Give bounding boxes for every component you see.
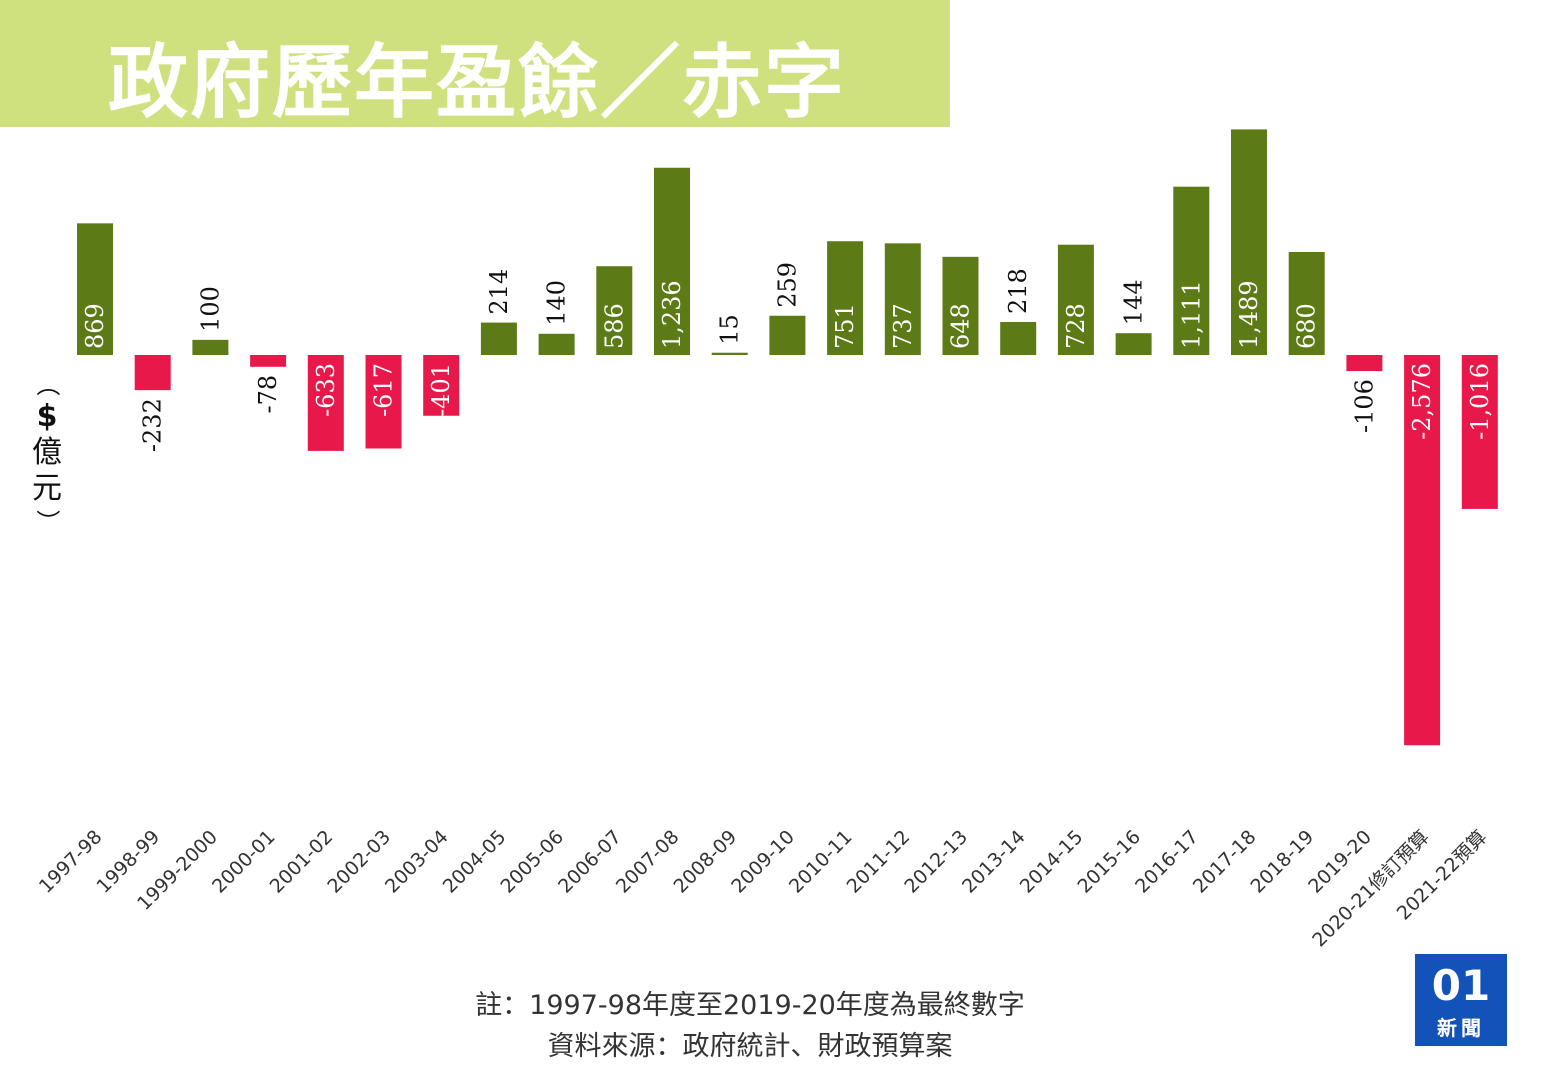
data-label-2005-06: 140 <box>543 280 571 326</box>
logo-mark: 01 <box>1431 961 1491 1010</box>
bar-1998-99 <box>134 355 171 391</box>
data-label-2019-20: -106 <box>1350 379 1378 433</box>
bar-2001-02 <box>307 355 344 451</box>
data-label-2017-18: 1,489 <box>1235 280 1263 349</box>
data-label-2016-17: 1,111 <box>1177 280 1205 349</box>
tick-label-2003-04: 2003-04 <box>381 826 453 898</box>
tick-label-2002-03: 2002-03 <box>323 826 395 898</box>
data-label-2015-16: 144 <box>1120 279 1148 325</box>
tick-label-2000-01: 2000-01 <box>208 826 280 898</box>
tick-label-2012-13: 2012-13 <box>900 826 972 898</box>
data-label-2013-14: 218 <box>1004 268 1032 314</box>
data-label-2007-08: 1,236 <box>658 280 686 349</box>
y-axis-label-unit2: 元 <box>32 470 62 506</box>
bar-2004-05 <box>480 322 517 355</box>
data-label-2014-15: 728 <box>1062 303 1090 349</box>
bar-2013-14 <box>1000 321 1037 355</box>
footnote-source: 資料來源：政府統計、財政預算案 <box>547 1031 953 1062</box>
brand-logo: 01 新聞 <box>1415 954 1507 1046</box>
y-axis-label-currency: $ <box>36 398 58 434</box>
data-label-2000-01: -78 <box>254 375 282 414</box>
data-label-2001-02: -633 <box>312 363 340 417</box>
tick-label-2001-02: 2001-02 <box>266 826 338 898</box>
data-label-2003-04: -401 <box>427 363 455 417</box>
data-label-2010-11: 751 <box>831 303 859 349</box>
tick-label-2017-18: 2017-18 <box>1189 826 1261 898</box>
footnote-line1: 註：1997-98年度至2019-20年度為最終數字 <box>475 990 1025 1021</box>
bar-1997-98 <box>77 223 113 355</box>
bar-2000-01 <box>250 355 287 367</box>
y-axis-label-unit1: 億 <box>32 434 62 470</box>
bar-2014-15 <box>1057 244 1094 355</box>
data-label-2020-21修訂預算: -2,576 <box>1408 363 1436 440</box>
data-label-2009-10: 259 <box>773 262 801 308</box>
bar-2020-21修訂預算 <box>1404 355 1441 746</box>
bar-2002-03 <box>365 355 402 449</box>
bar-2010-11 <box>827 241 864 355</box>
data-label-1997-98: 869 <box>81 303 109 349</box>
bar-1999-2000 <box>192 339 229 355</box>
bar-2011-12 <box>884 243 921 355</box>
y-axis-label: （ $ 億 元 ） <box>22 370 72 536</box>
data-label-2008-09: 15 <box>716 314 744 345</box>
title-banner: 政府歷年盈餘／赤字 <box>0 0 950 129</box>
tick-label-2010-11: 2010-11 <box>785 826 857 898</box>
bar-2005-06 <box>538 333 575 355</box>
data-label-2006-07: 586 <box>600 303 628 349</box>
tick-label-2013-14: 2013-14 <box>958 826 1030 898</box>
bar-2017-18 <box>1231 129 1267 355</box>
tick-label-1997-98: 1997-98 <box>35 826 107 898</box>
bar-2019-20 <box>1346 355 1383 372</box>
data-label-2021-22預算: -1,016 <box>1466 363 1494 440</box>
tick-label-2011-12: 2011-12 <box>843 826 915 898</box>
bar-2021-22預算 <box>1461 355 1498 509</box>
chart-title: 政府歷年盈餘／赤字 <box>108 36 846 129</box>
bar-2018-19 <box>1288 251 1325 355</box>
data-label-2002-03: -617 <box>370 363 398 417</box>
bar-2009-10 <box>769 315 806 355</box>
bar-2003-04 <box>423 355 460 416</box>
bar-2015-16 <box>1115 333 1152 355</box>
data-label-2012-13: 648 <box>947 303 975 349</box>
bar-2008-09 <box>711 352 748 355</box>
data-label-2018-19: 680 <box>1293 303 1321 349</box>
tick-label-2008-09: 2008-09 <box>670 826 742 898</box>
tick-label-2018-19: 2018-19 <box>1247 826 1319 898</box>
data-label-1998-99: -232 <box>139 398 167 452</box>
tick-label-2016-17: 2016-17 <box>1131 826 1203 898</box>
data-label-1999-2000: 100 <box>196 286 224 332</box>
tick-label-2014-15: 2014-15 <box>1016 826 1088 898</box>
bar-2007-08 <box>654 167 690 355</box>
tick-label-2006-07: 2006-07 <box>554 826 626 898</box>
bar-2012-13 <box>942 256 979 355</box>
data-label-2011-12: 737 <box>889 303 917 349</box>
tick-label-2009-10: 2009-10 <box>727 826 799 898</box>
data-label-2004-05: 214 <box>485 269 513 315</box>
logo-text: 新聞 <box>1437 1016 1485 1040</box>
bar-2006-07 <box>596 266 633 355</box>
bar-2016-17 <box>1173 186 1210 355</box>
tick-label-2005-06: 2005-06 <box>496 826 568 898</box>
tick-label-2004-05: 2004-05 <box>439 826 511 898</box>
tick-label-2007-08: 2007-08 <box>612 826 684 898</box>
tick-label-2015-16: 2015-16 <box>1073 826 1145 898</box>
